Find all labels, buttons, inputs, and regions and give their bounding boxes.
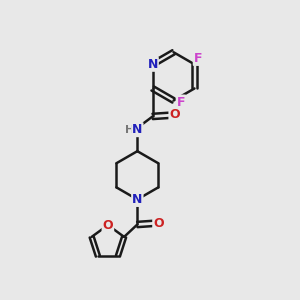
Text: N: N bbox=[132, 193, 142, 206]
Text: O: O bbox=[169, 109, 180, 122]
Text: N: N bbox=[132, 123, 142, 136]
Text: F: F bbox=[194, 52, 202, 65]
Text: O: O bbox=[153, 217, 164, 230]
Text: O: O bbox=[103, 219, 113, 232]
Text: H: H bbox=[125, 125, 134, 135]
Text: N: N bbox=[148, 58, 158, 71]
Text: F: F bbox=[177, 95, 185, 109]
